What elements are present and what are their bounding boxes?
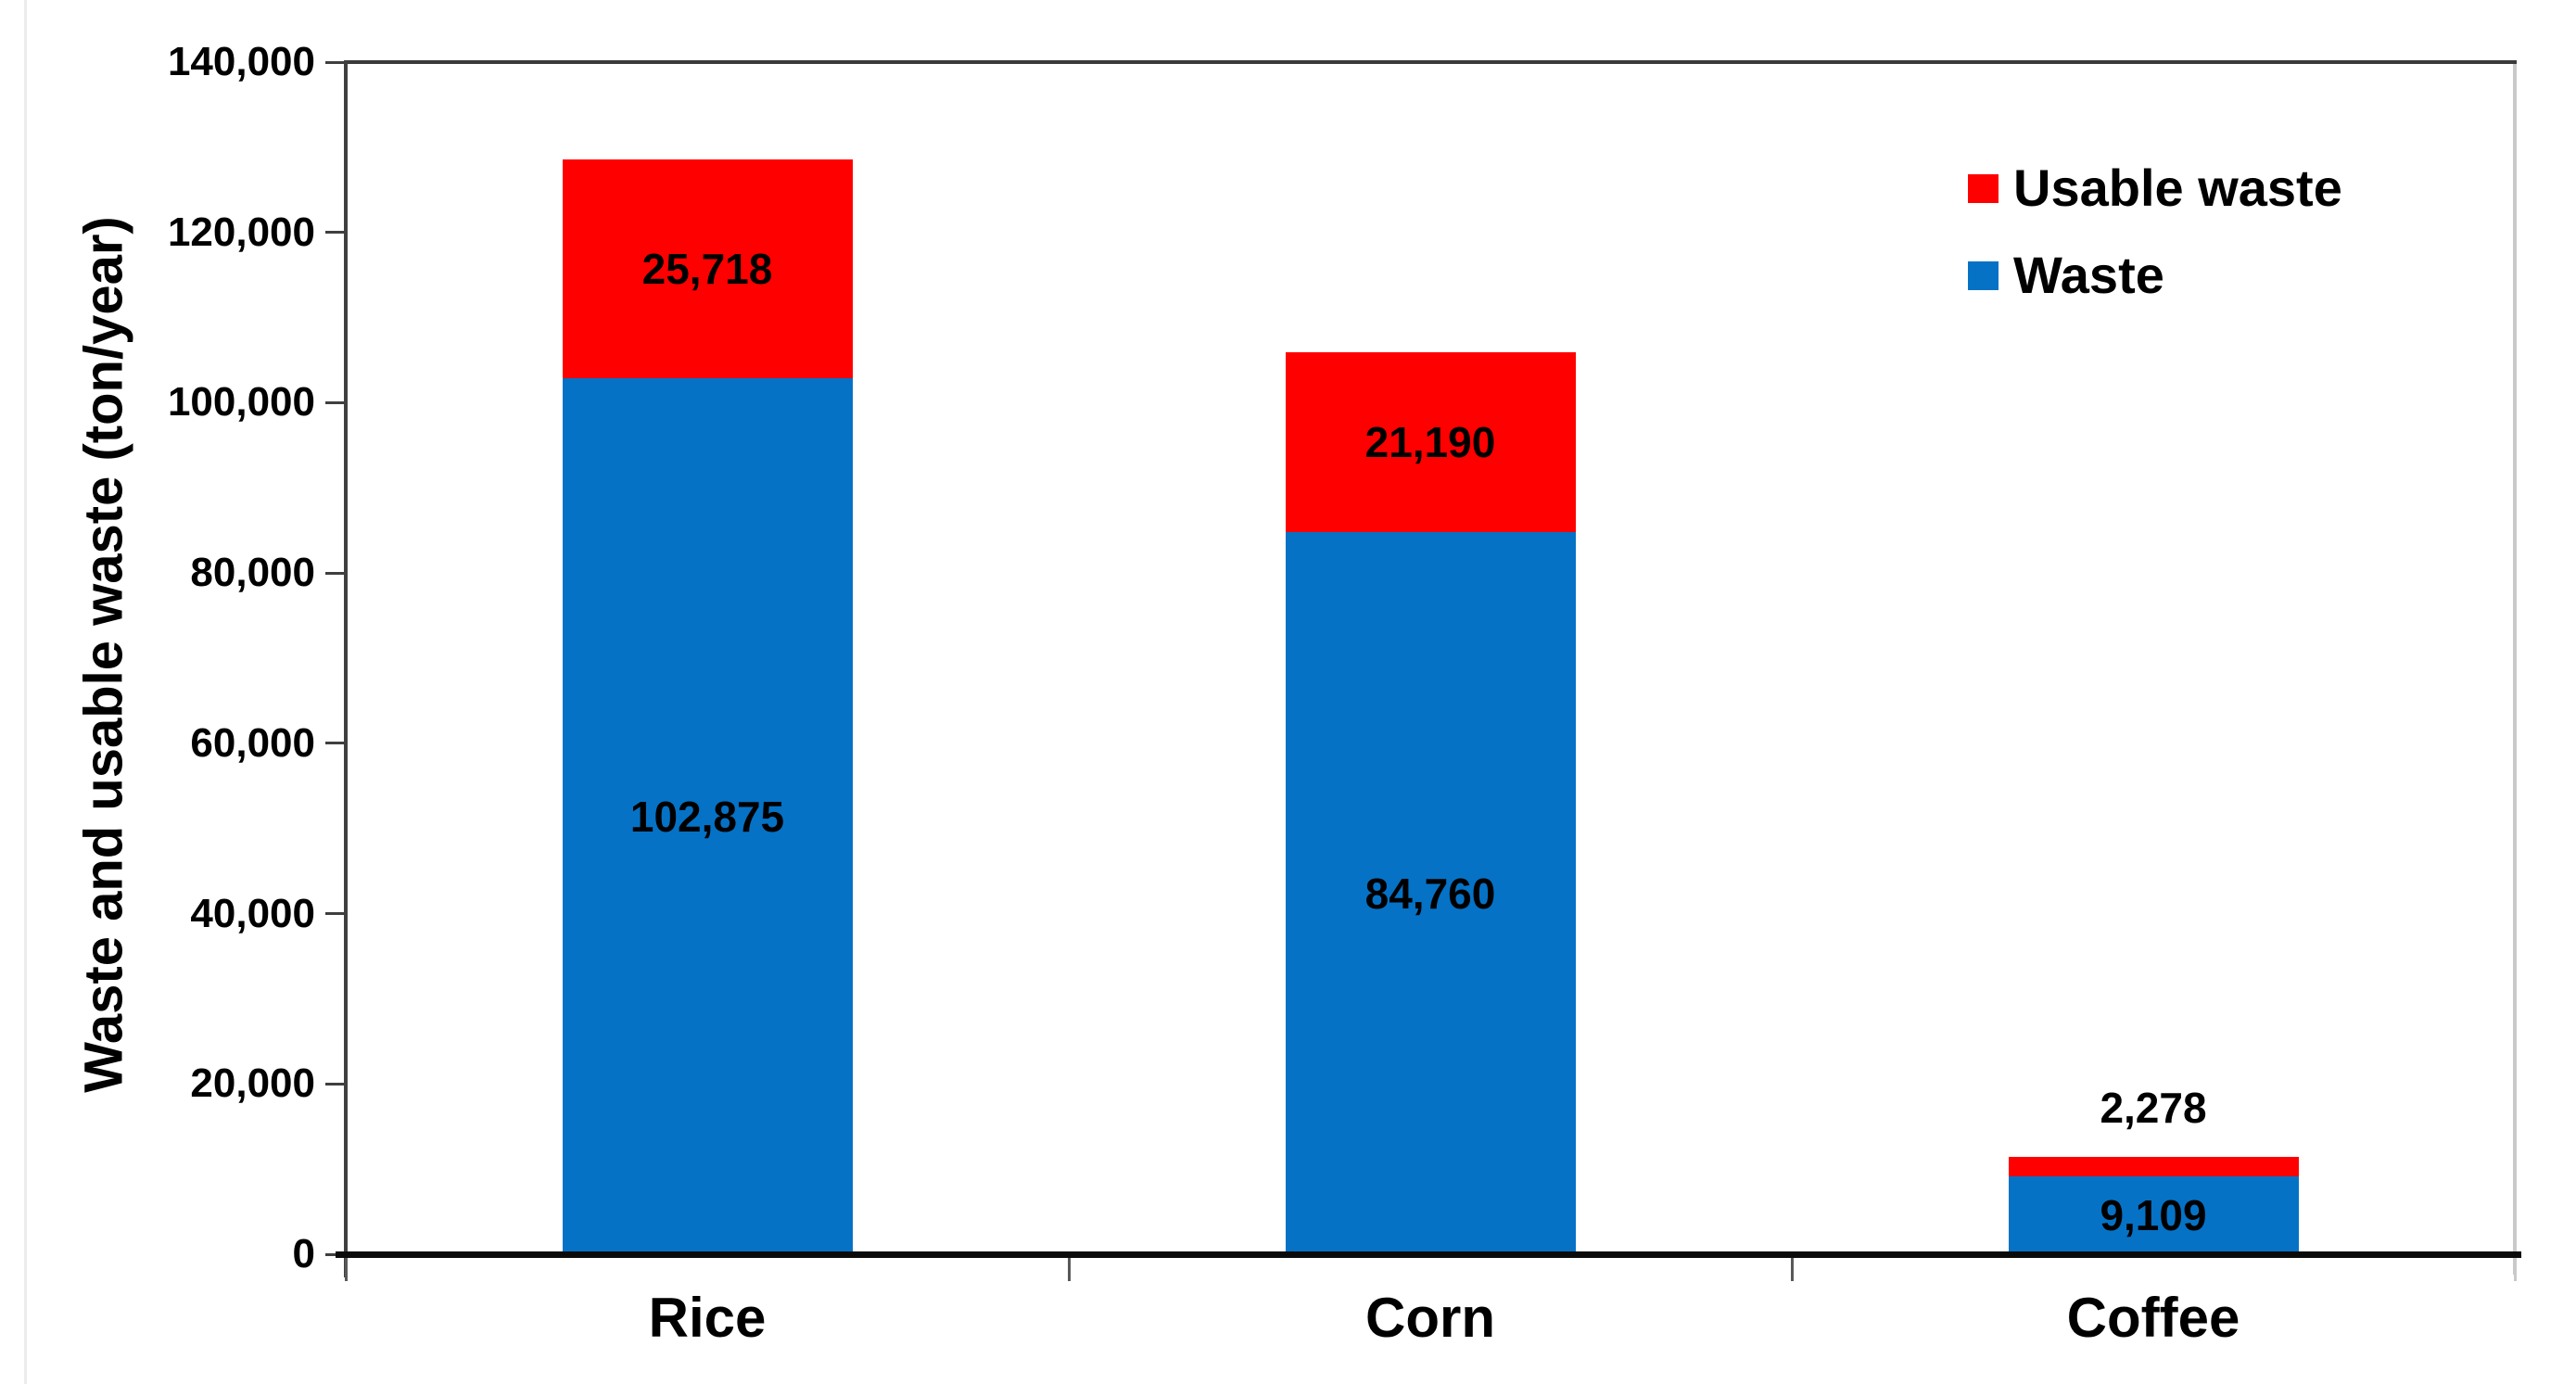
bar-value-label: 84,760 [1364, 869, 1496, 918]
bar-value-label: 2,278 [2100, 1084, 2207, 1133]
x-category-label: Coffee [2066, 1287, 2240, 1349]
y-tick-label: 0 [292, 1231, 315, 1276]
x-category-label: Rice [648, 1287, 767, 1349]
y-tick-label: 80,000 [190, 550, 315, 596]
y-tick-mark [325, 400, 346, 404]
bar-segment-waste [1285, 532, 1576, 1254]
bar-value-label: 102,875 [629, 792, 785, 841]
y-tick-label: 100,000 [167, 379, 315, 425]
page-edge-line [24, 0, 27, 1384]
bar-segment-usable-waste [562, 159, 853, 379]
bar-value-label: 21,190 [1364, 418, 1496, 467]
bar-segment-usable-waste [1285, 351, 1576, 533]
y-tick-mark [325, 60, 346, 64]
legend-swatch-icon [1968, 260, 1999, 290]
legend-item: Usable waste [1968, 159, 2342, 217]
y-tick-label: 20,000 [190, 1060, 315, 1107]
plot-top-border [344, 60, 2517, 64]
y-axis-line [344, 60, 348, 1277]
bar-segment-usable-waste [2008, 1157, 2299, 1177]
legend-swatch-icon [1968, 173, 1999, 203]
plot-right-border [2513, 60, 2517, 1275]
y-tick-label: 140,000 [167, 39, 315, 84]
x-boundary-tick [344, 1258, 348, 1281]
y-tick-mark [325, 742, 346, 745]
y-tick-label: 60,000 [190, 719, 315, 766]
y-tick-mark [325, 1082, 346, 1086]
y-tick-label: 40,000 [190, 890, 315, 936]
y-tick-mark [325, 912, 346, 916]
y-tick-mark [325, 571, 346, 575]
legend-item: Waste [1968, 247, 2164, 304]
bar-value-label: 9,109 [2100, 1191, 2207, 1240]
x-boundary-tick [1067, 1258, 1071, 1281]
legend-label: Usable waste [2013, 159, 2342, 217]
legend-label: Waste [2013, 246, 2164, 304]
x-boundary-tick [1790, 1258, 1794, 1281]
bar-value-label: 25,718 [641, 244, 773, 293]
y-axis-title: Waste and usable waste (ton/year) [73, 216, 134, 1093]
y-tick-label: 120,000 [167, 209, 315, 255]
y-tick-mark [325, 231, 346, 235]
x-axis-line [336, 1251, 2521, 1258]
x-category-label: Corn [1365, 1287, 1495, 1349]
bar-segment-waste [2008, 1176, 2299, 1254]
x-boundary-tick [2513, 1258, 2517, 1281]
bar-segment-waste [562, 378, 853, 1254]
